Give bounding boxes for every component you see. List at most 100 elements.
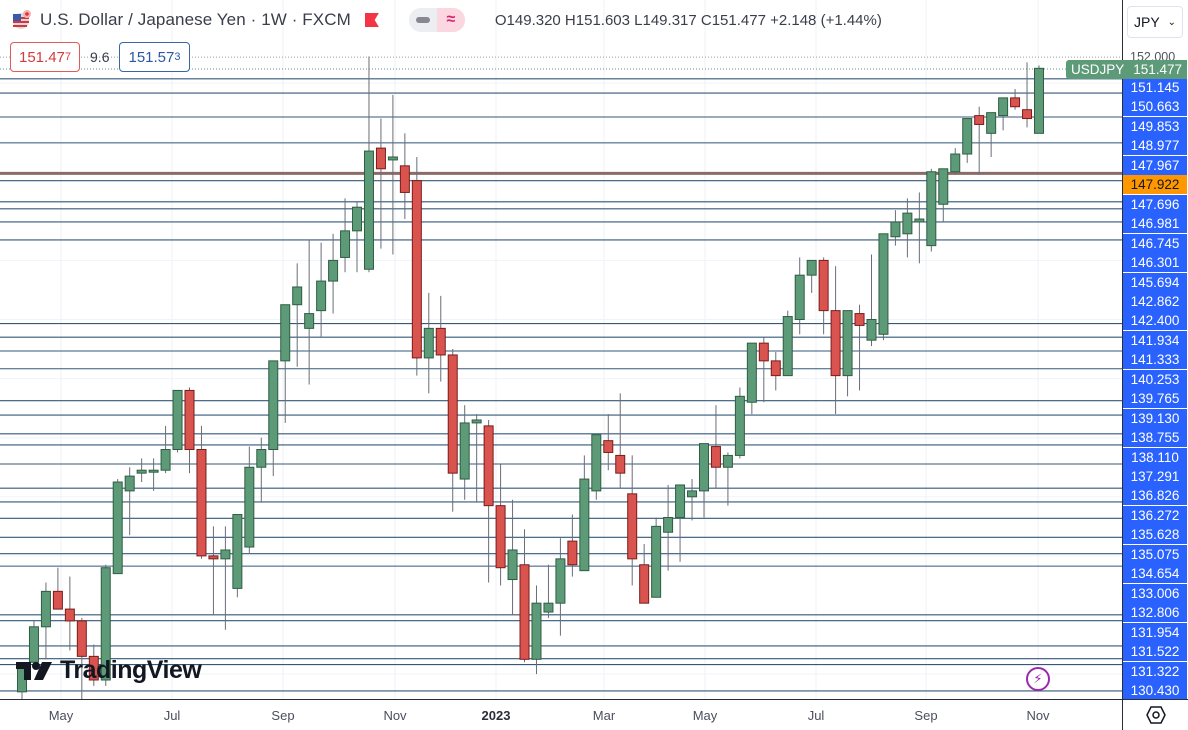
price-level-label[interactable]: 131.954 — [1123, 622, 1187, 642]
price-level-label[interactable]: 139.130 — [1123, 408, 1187, 428]
approx-icon[interactable]: ≈ — [436, 8, 465, 32]
candle[interactable] — [698, 443, 709, 492]
candle[interactable] — [280, 304, 291, 362]
candle[interactable] — [387, 156, 398, 161]
symbol-title[interactable]: U.S. Dollar / Japanese Yen · 1W · FXCM — [40, 10, 351, 29]
price-level-label[interactable]: 146.301 — [1123, 253, 1187, 273]
candle[interactable] — [124, 475, 135, 492]
candle[interactable] — [651, 525, 662, 598]
price-level-label[interactable]: 141.934 — [1123, 330, 1187, 350]
candle[interactable] — [639, 564, 650, 604]
candle[interactable] — [782, 316, 793, 377]
sell-button[interactable]: 151.47 7 — [10, 42, 81, 72]
candle[interactable] — [830, 310, 841, 377]
price-level-label[interactable]: 142.400 — [1123, 311, 1187, 331]
price-level-label[interactable]: 148.977 — [1123, 136, 1187, 156]
candle[interactable] — [100, 567, 111, 681]
candle[interactable] — [447, 354, 458, 474]
indicator-pill[interactable]: ≈ — [408, 8, 465, 32]
candle[interactable] — [866, 318, 877, 341]
candle[interactable] — [483, 425, 494, 507]
price-level-label[interactable]: 137.291 — [1123, 467, 1187, 486]
candle[interactable] — [770, 360, 781, 377]
candle[interactable] — [40, 590, 51, 628]
candle[interactable] — [902, 212, 913, 235]
red-flag-icon[interactable] — [364, 13, 379, 27]
candle[interactable] — [256, 449, 267, 468]
candle[interactable] — [1022, 109, 1033, 120]
candle[interactable] — [938, 168, 949, 205]
candle[interactable] — [818, 259, 829, 312]
price-level-label[interactable]: 146.745 — [1123, 233, 1187, 253]
candle[interactable] — [710, 446, 721, 468]
candle[interactable] — [363, 150, 374, 270]
price-level-label[interactable]: 134.654 — [1123, 564, 1187, 584]
candle[interactable] — [136, 469, 147, 474]
candle[interactable] — [890, 221, 901, 238]
candle[interactable] — [268, 360, 279, 451]
candle[interactable] — [722, 454, 733, 468]
candle[interactable] — [172, 389, 183, 451]
candle[interactable] — [591, 434, 602, 492]
price-level-label[interactable]: 138.755 — [1123, 428, 1187, 448]
candle[interactable] — [914, 218, 925, 223]
candle[interactable] — [758, 342, 769, 362]
candle[interactable] — [316, 280, 327, 312]
candle[interactable] — [507, 549, 518, 581]
candle[interactable] — [950, 153, 961, 173]
price-level-label[interactable]: 135.075 — [1123, 544, 1187, 564]
candle[interactable] — [399, 165, 410, 193]
settings-button[interactable] — [1122, 699, 1188, 730]
candle[interactable] — [555, 558, 566, 604]
price-level-label[interactable]: 149.853 — [1123, 116, 1187, 136]
price-level-label[interactable]: 131.322 — [1123, 661, 1187, 681]
currency-select[interactable]: JPY ⌄ — [1127, 6, 1183, 38]
candle[interactable] — [459, 422, 470, 480]
minus-icon[interactable] — [409, 17, 437, 23]
candle[interactable] — [244, 466, 255, 548]
price-level-label[interactable]: 140.253 — [1123, 369, 1187, 389]
candle[interactable] — [64, 608, 75, 622]
candle[interactable] — [794, 274, 805, 320]
candle[interactable] — [375, 147, 386, 170]
price-level-label[interactable]: 151.145 — [1123, 78, 1187, 97]
price-level-label[interactable]: 132.806 — [1123, 603, 1187, 623]
candle[interactable] — [878, 233, 889, 335]
price-level-label[interactable]: 147.696 — [1123, 194, 1187, 214]
price-level-label[interactable]: 145.694 — [1123, 272, 1187, 292]
candle[interactable] — [567, 540, 578, 566]
candle[interactable] — [423, 327, 434, 359]
candle[interactable] — [543, 602, 554, 613]
price-level-label[interactable]: 131.522 — [1123, 642, 1187, 662]
price-level-label[interactable]: 136.826 — [1123, 486, 1187, 506]
candle[interactable] — [52, 590, 63, 610]
candlestick-chart[interactable] — [0, 0, 1122, 699]
candle[interactable] — [519, 564, 530, 660]
candle[interactable] — [148, 469, 159, 473]
candle[interactable] — [411, 180, 422, 359]
candle[interactable] — [160, 449, 171, 471]
price-level-label[interactable]: 133.006 — [1123, 583, 1187, 603]
price-level-label[interactable]: 150.663 — [1123, 97, 1187, 117]
candle[interactable] — [986, 112, 997, 134]
lightning-icon[interactable]: ⚡ — [1026, 667, 1050, 691]
candle[interactable] — [746, 342, 757, 403]
candle[interactable] — [998, 97, 1009, 117]
candle[interactable] — [88, 655, 99, 681]
candle[interactable] — [184, 389, 195, 451]
candle[interactable] — [495, 505, 506, 569]
candle[interactable] — [352, 206, 363, 232]
candle[interactable] — [962, 118, 973, 155]
candle[interactable] — [531, 602, 542, 660]
price-level-label[interactable]: 138.110 — [1123, 447, 1187, 467]
candle[interactable] — [328, 259, 339, 282]
candle[interactable] — [1010, 97, 1021, 108]
tradingview-logo[interactable]: TradingView — [16, 656, 202, 685]
candle[interactable] — [627, 493, 638, 560]
price-level-label[interactable]: 141.333 — [1123, 350, 1187, 370]
candle[interactable] — [208, 555, 219, 560]
price-level-label[interactable]: 135.628 — [1123, 525, 1187, 545]
candle[interactable] — [1034, 67, 1044, 134]
candle[interactable] — [340, 230, 351, 258]
candle[interactable] — [806, 259, 817, 276]
